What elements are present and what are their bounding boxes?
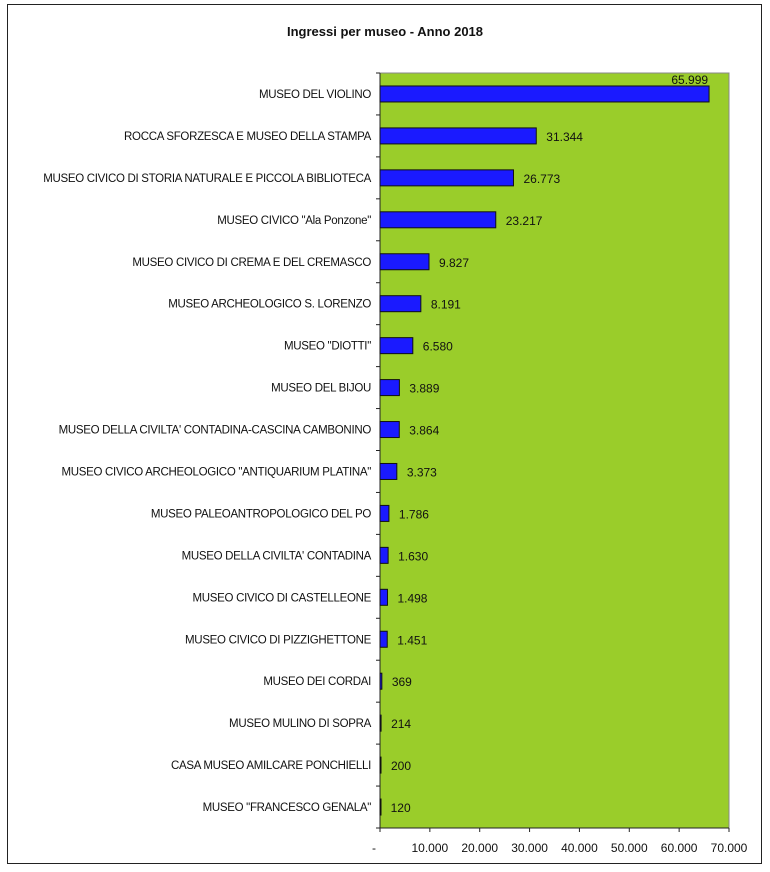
value-label: 1.498 xyxy=(397,591,427,605)
x-tick-label: 30.000 xyxy=(511,841,548,855)
x-tick-label: 70.000 xyxy=(711,841,748,855)
category-label: MUSEO CIVICO DI STORIA NATURALE E PICCOL… xyxy=(43,173,371,185)
value-label: 9.827 xyxy=(439,256,469,270)
x-tick-label: 60.000 xyxy=(661,841,698,855)
category-label: MUSEO CIVICO "Ala Ponzone" xyxy=(217,215,371,227)
bar xyxy=(379,798,382,816)
bar xyxy=(379,504,390,522)
x-tick-label: - xyxy=(372,841,376,855)
value-label: 369 xyxy=(392,675,412,689)
category-label: MUSEO DEL VIOLINO xyxy=(259,89,371,101)
value-label: 200 xyxy=(391,759,411,773)
value-label: 3.864 xyxy=(409,424,439,438)
bar xyxy=(379,169,514,187)
x-tick-label: 10.000 xyxy=(412,841,449,855)
bar xyxy=(379,756,382,774)
bar xyxy=(379,211,497,229)
category-label: MUSEO "DIOTTI" xyxy=(284,341,371,353)
bar xyxy=(379,127,537,145)
value-label: 1.451 xyxy=(397,633,427,647)
bar xyxy=(379,421,400,439)
bar xyxy=(379,337,414,355)
value-label: 23.217 xyxy=(506,214,543,228)
bar xyxy=(379,85,710,103)
category-label: MUSEO DELLA CIVILTA' CONTADINA-CASCINA C… xyxy=(59,425,372,437)
category-label: MUSEO CIVICO DI PIZZIGHETTONE xyxy=(185,634,372,646)
value-label: 26.773 xyxy=(523,172,560,186)
category-label: MUSEO PALEOANTROPOLOGICO DEL PO xyxy=(151,508,371,520)
chart-title: Ingressi per museo - Anno 2018 xyxy=(287,24,483,39)
bar xyxy=(379,379,400,397)
category-label: MUSEO DEI CORDAI xyxy=(263,676,371,688)
value-label: 3.373 xyxy=(407,465,437,479)
x-tick-label: 50.000 xyxy=(611,841,648,855)
category-label: MUSEO MULINO DI SOPRA xyxy=(229,718,372,730)
value-label: 31.344 xyxy=(546,130,583,144)
category-label: ROCCA SFORZESCA E MUSEO DELLA STAMPA xyxy=(124,131,372,143)
bar xyxy=(379,462,398,480)
bar xyxy=(379,672,383,690)
x-tick-label: 20.000 xyxy=(461,841,498,855)
category-label: MUSEO CIVICO ARCHEOLOGICO "ANTIQUARIUM P… xyxy=(61,466,371,478)
category-label: MUSEO DEL BIJOU xyxy=(271,383,371,395)
category-label: MUSEO CIVICO DI CASTELLEONE xyxy=(193,592,372,604)
bar xyxy=(379,253,430,271)
value-label: 3.889 xyxy=(409,382,439,396)
bar xyxy=(379,295,422,313)
category-label: MUSEO "FRANCESCO GENALA" xyxy=(203,802,372,814)
bar xyxy=(379,630,388,648)
value-label: 65.999 xyxy=(671,73,708,87)
value-label: 120 xyxy=(391,801,411,815)
value-label: 8.191 xyxy=(431,298,461,312)
category-label: MUSEO DELLA CIVILTA' CONTADINA xyxy=(182,550,372,562)
bar xyxy=(379,714,382,732)
plot-area xyxy=(379,72,730,829)
bar xyxy=(379,588,388,606)
category-label: MUSEO CIVICO DI CREMA E DEL CREMASCO xyxy=(132,257,371,269)
bar xyxy=(379,546,389,564)
x-tick-label: 40.000 xyxy=(561,841,598,855)
category-label: CASA MUSEO AMILCARE PONCHIELLI xyxy=(171,760,371,772)
category-label: MUSEO ARCHEOLOGICO S. LORENZO xyxy=(168,299,371,311)
value-label: 1.630 xyxy=(398,549,428,563)
value-label: 214 xyxy=(391,717,411,731)
value-label: 6.580 xyxy=(423,340,453,354)
value-label: 1.786 xyxy=(399,507,429,521)
